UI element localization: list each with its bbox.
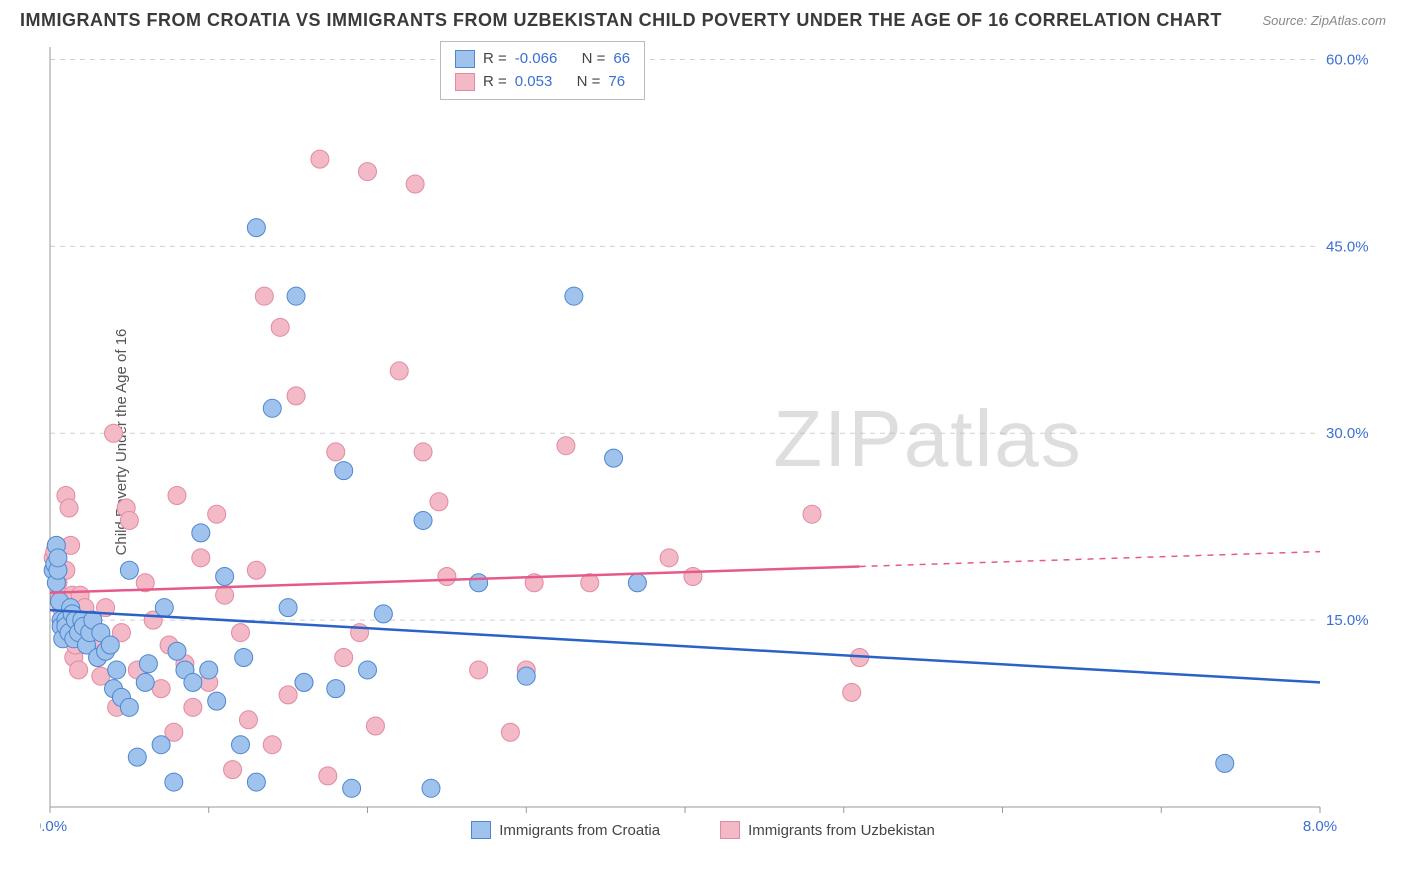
scatter-series-uzbekistan xyxy=(44,150,868,785)
svg-text:15.0%: 15.0% xyxy=(1326,612,1369,629)
axes: 0.0%8.0% xyxy=(40,47,1337,835)
chart-container: Child Poverty Under the Age of 16 0.0%8.… xyxy=(0,37,1406,847)
legend-item-uzbekistan: Immigrants from Uzbekistan xyxy=(720,821,935,839)
swatch-croatia xyxy=(455,50,475,68)
r-value-uzbekistan: 0.053 xyxy=(515,71,553,94)
n-value-croatia: 66 xyxy=(613,48,630,71)
svg-text:60.0%: 60.0% xyxy=(1326,51,1369,68)
scatter-chart: 0.0%8.0% 15.0% 30.0% 45.0% 60.0% xyxy=(40,37,1370,847)
stats-legend-box: R = -0.066 N = 66 R = 0.053 N = 76 xyxy=(440,41,645,100)
stats-row-croatia: R = -0.066 N = 66 xyxy=(455,48,630,71)
svg-text:30.0%: 30.0% xyxy=(1326,425,1369,442)
y-tick-labels: 15.0% 30.0% 45.0% 60.0% xyxy=(1326,51,1369,629)
bottom-legend: Immigrants from Croatia Immigrants from … xyxy=(0,821,1406,839)
chart-source: Source: ZipAtlas.com xyxy=(1262,13,1386,28)
stats-row-uzbekistan: R = 0.053 N = 76 xyxy=(455,71,630,94)
chart-title: IMMIGRANTS FROM CROATIA VS IMMIGRANTS FR… xyxy=(20,10,1222,31)
r-value-croatia: -0.066 xyxy=(515,48,558,71)
n-value-uzbekistan: 76 xyxy=(608,71,625,94)
source-link[interactable]: ZipAtlas.com xyxy=(1311,13,1386,28)
legend-swatch-uzbekistan xyxy=(720,821,740,839)
legend-swatch-croatia xyxy=(471,821,491,839)
svg-text:45.0%: 45.0% xyxy=(1326,238,1369,255)
chart-header: IMMIGRANTS FROM CROATIA VS IMMIGRANTS FR… xyxy=(0,0,1406,37)
gridlines xyxy=(50,59,1320,620)
legend-item-croatia: Immigrants from Croatia xyxy=(471,821,660,839)
swatch-uzbekistan xyxy=(455,73,475,91)
